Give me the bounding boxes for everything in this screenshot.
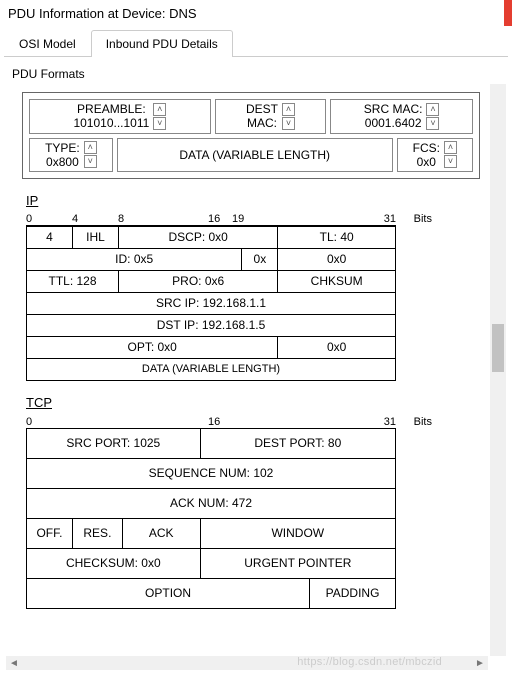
ip-src: SRC IP: 192.168.1.1 <box>27 292 396 314</box>
eth-type-label: TYPE: <box>45 141 80 155</box>
spinner[interactable]: ˄˅ <box>153 103 166 130</box>
eth-type-value: 0x800 <box>45 155 80 169</box>
spinner[interactable]: ˄˅ <box>426 103 439 130</box>
tcp-src-port: SRC PORT: 1025 <box>27 428 201 458</box>
eth-data: DATA (VARIABLE LENGTH) <box>117 138 393 172</box>
tcp-seq: SEQUENCE NUM: 102 <box>27 458 396 488</box>
vertical-scrollbar[interactable] <box>490 84 506 656</box>
ip-bit-scale: 0 4 8 16 19 31 Bits <box>26 210 396 226</box>
eth-preamble-label: PREAMBLE: <box>73 102 149 116</box>
eth-src-label: SRC MAC: <box>364 102 423 116</box>
tab-inbound-pdu[interactable]: Inbound PDU Details <box>91 30 233 57</box>
ip-proto: PRO: 0x6 <box>119 270 278 292</box>
window-title: PDU Information at Device: DNS <box>0 0 512 29</box>
tcp-res: RES. <box>72 518 122 548</box>
tcp-padding: PADDING <box>310 578 396 608</box>
tab-bar: OSI Model Inbound PDU Details <box>4 29 508 57</box>
ip-chksum: CHKSUM <box>278 270 396 292</box>
tcp-cksum: CHECKSUM: 0x0 <box>27 548 201 578</box>
ip-data: DATA (VARIABLE LENGTH) <box>27 358 396 380</box>
eth-src-mac: SRC MAC: 0001.6402 ˄˅ <box>330 99 473 134</box>
eth-preamble: PREAMBLE: 101010...1011 ˄˅ <box>29 99 211 134</box>
tcp-ack: ACK NUM: 472 <box>27 488 396 518</box>
tcp-window: WINDOW <box>200 518 395 548</box>
eth-src-value: 0001.6402 <box>364 116 423 130</box>
ip-flags: 0x <box>242 248 278 270</box>
tcp-dst-port: DEST PORT: 80 <box>200 428 395 458</box>
tcp-bit-scale: 0 16 31 Bits <box>26 412 396 428</box>
ip-dscp: DSCP: 0x0 <box>119 226 278 248</box>
section-title: PDU Formats <box>12 67 512 81</box>
eth-fcs-label: FCS: <box>413 141 440 155</box>
spinner[interactable]: ˄˅ <box>282 103 295 130</box>
tcp-title: TCP <box>26 395 480 410</box>
ip-id: ID: 0x5 <box>27 248 242 270</box>
ip-ihl: IHL <box>73 226 119 248</box>
ip-version: 4 <box>27 226 73 248</box>
eth-type: TYPE: 0x800 ˄˅ <box>29 138 113 172</box>
tab-osi-model[interactable]: OSI Model <box>4 30 91 57</box>
eth-preamble-value: 101010...1011 <box>73 116 149 130</box>
title-bar-accent <box>504 0 512 26</box>
ip-frag: 0x0 <box>278 248 396 270</box>
horizontal-scrollbar[interactable]: ◄ ► <box>6 656 488 670</box>
pdu-scroll-area: PREAMBLE: 101010...1011 ˄˅ DESTMAC: ˄˅ S… <box>4 85 508 673</box>
vscroll-thumb[interactable] <box>492 324 504 372</box>
ip-total-length: TL: 40 <box>278 226 396 248</box>
ip-ttl: TTL: 128 <box>27 270 119 292</box>
ip-dst: DST IP: 192.168.1.5 <box>27 314 396 336</box>
hscroll-left-arrow[interactable]: ◄ <box>6 656 22 670</box>
tcp-ackflag: ACK <box>122 518 200 548</box>
tcp-header-table: SRC PORT: 1025 DEST PORT: 80 SEQUENCE NU… <box>26 428 396 609</box>
ethernet-header-block: PREAMBLE: 101010...1011 ˄˅ DESTMAC: ˄˅ S… <box>22 92 480 179</box>
eth-dest-mac: DESTMAC: ˄˅ <box>215 99 327 134</box>
ip-opt: OPT: 0x0 <box>27 336 278 358</box>
eth-fcs: FCS: 0x0 ˄˅ <box>397 138 473 172</box>
tcp-option: OPTION <box>27 578 310 608</box>
eth-fcs-value: 0x0 <box>413 155 440 169</box>
spinner[interactable]: ˄˅ <box>84 141 97 168</box>
tcp-off: OFF. <box>27 518 73 548</box>
ip-title: IP <box>26 193 480 208</box>
ip-pad: 0x0 <box>278 336 396 358</box>
tcp-urg: URGENT POINTER <box>200 548 395 578</box>
ip-header-table: 4 IHL DSCP: 0x0 TL: 40 ID: 0x5 0x 0x0 TT… <box>26 226 396 381</box>
spinner[interactable]: ˄˅ <box>444 141 457 168</box>
hscroll-right-arrow[interactable]: ► <box>472 656 488 670</box>
